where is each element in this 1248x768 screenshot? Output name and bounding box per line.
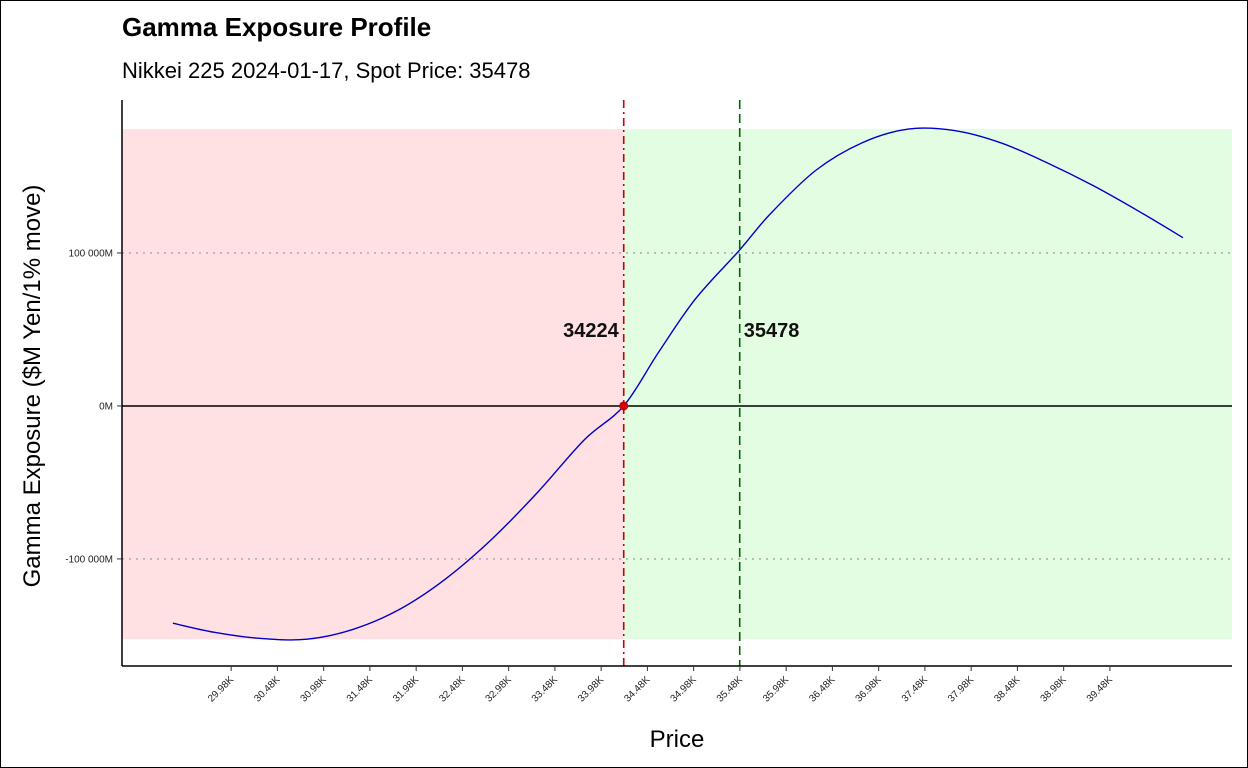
x-tick-label: 36.98K: [854, 674, 884, 704]
positive-gamma-region: [623, 129, 1232, 640]
x-tick-label: 31.98K: [391, 674, 421, 704]
x-tick-label: 38.98K: [1039, 674, 1069, 704]
spot-price-label: 35478: [744, 320, 800, 342]
x-tick-label: 35.48K: [715, 674, 745, 704]
y-tick-label: -100 000M: [65, 554, 113, 565]
x-tick-label: 29.98K: [206, 674, 236, 704]
zero-gamma-point: [619, 401, 629, 411]
x-tick-label: 34.48K: [622, 674, 652, 704]
x-tick-label: 33.48K: [530, 674, 560, 704]
gamma-exposure-line: [172, 127, 1184, 641]
x-tick-label: 30.48K: [252, 674, 282, 704]
negative-gamma-region: [122, 129, 624, 640]
axes-layer: [121, 100, 1232, 667]
y-tick-label: 100 000M: [69, 248, 113, 259]
y-axis-title: Gamma Exposure ($M Yen/1% move): [19, 185, 46, 588]
x-tick-label: 34.98K: [669, 674, 699, 704]
x-tick-label: 37.98K: [946, 674, 976, 704]
x-tick-label: 38.48K: [992, 674, 1022, 704]
x-tick-label: 35.98K: [761, 674, 791, 704]
x-tick-label: 32.98K: [484, 674, 514, 704]
x-tick-label: 33.98K: [576, 674, 606, 704]
x-axis-title: Price: [650, 726, 705, 753]
x-tick-label: 31.48K: [345, 674, 375, 704]
y-tick-label: 0M: [99, 401, 113, 412]
regions-layer: [122, 129, 1232, 640]
x-tick-label: 30.98K: [299, 674, 329, 704]
chart-subtitle: Nikkei 225 2024-01-17, Spot Price: 35478: [122, 58, 531, 83]
chart-title: Gamma Exposure Profile: [122, 12, 432, 42]
x-tick-label: 37.48K: [900, 674, 930, 704]
series-layer: [172, 127, 1184, 641]
zero-gamma-label: 34224: [563, 320, 619, 342]
x-tick-label: 39.48K: [1085, 674, 1115, 704]
x-tick-label: 36.48K: [807, 674, 837, 704]
grid-layer: [122, 252, 1232, 560]
vertical-lines-layer: 34224 35478: [563, 100, 799, 666]
x-tick-label: 32.48K: [437, 674, 467, 704]
